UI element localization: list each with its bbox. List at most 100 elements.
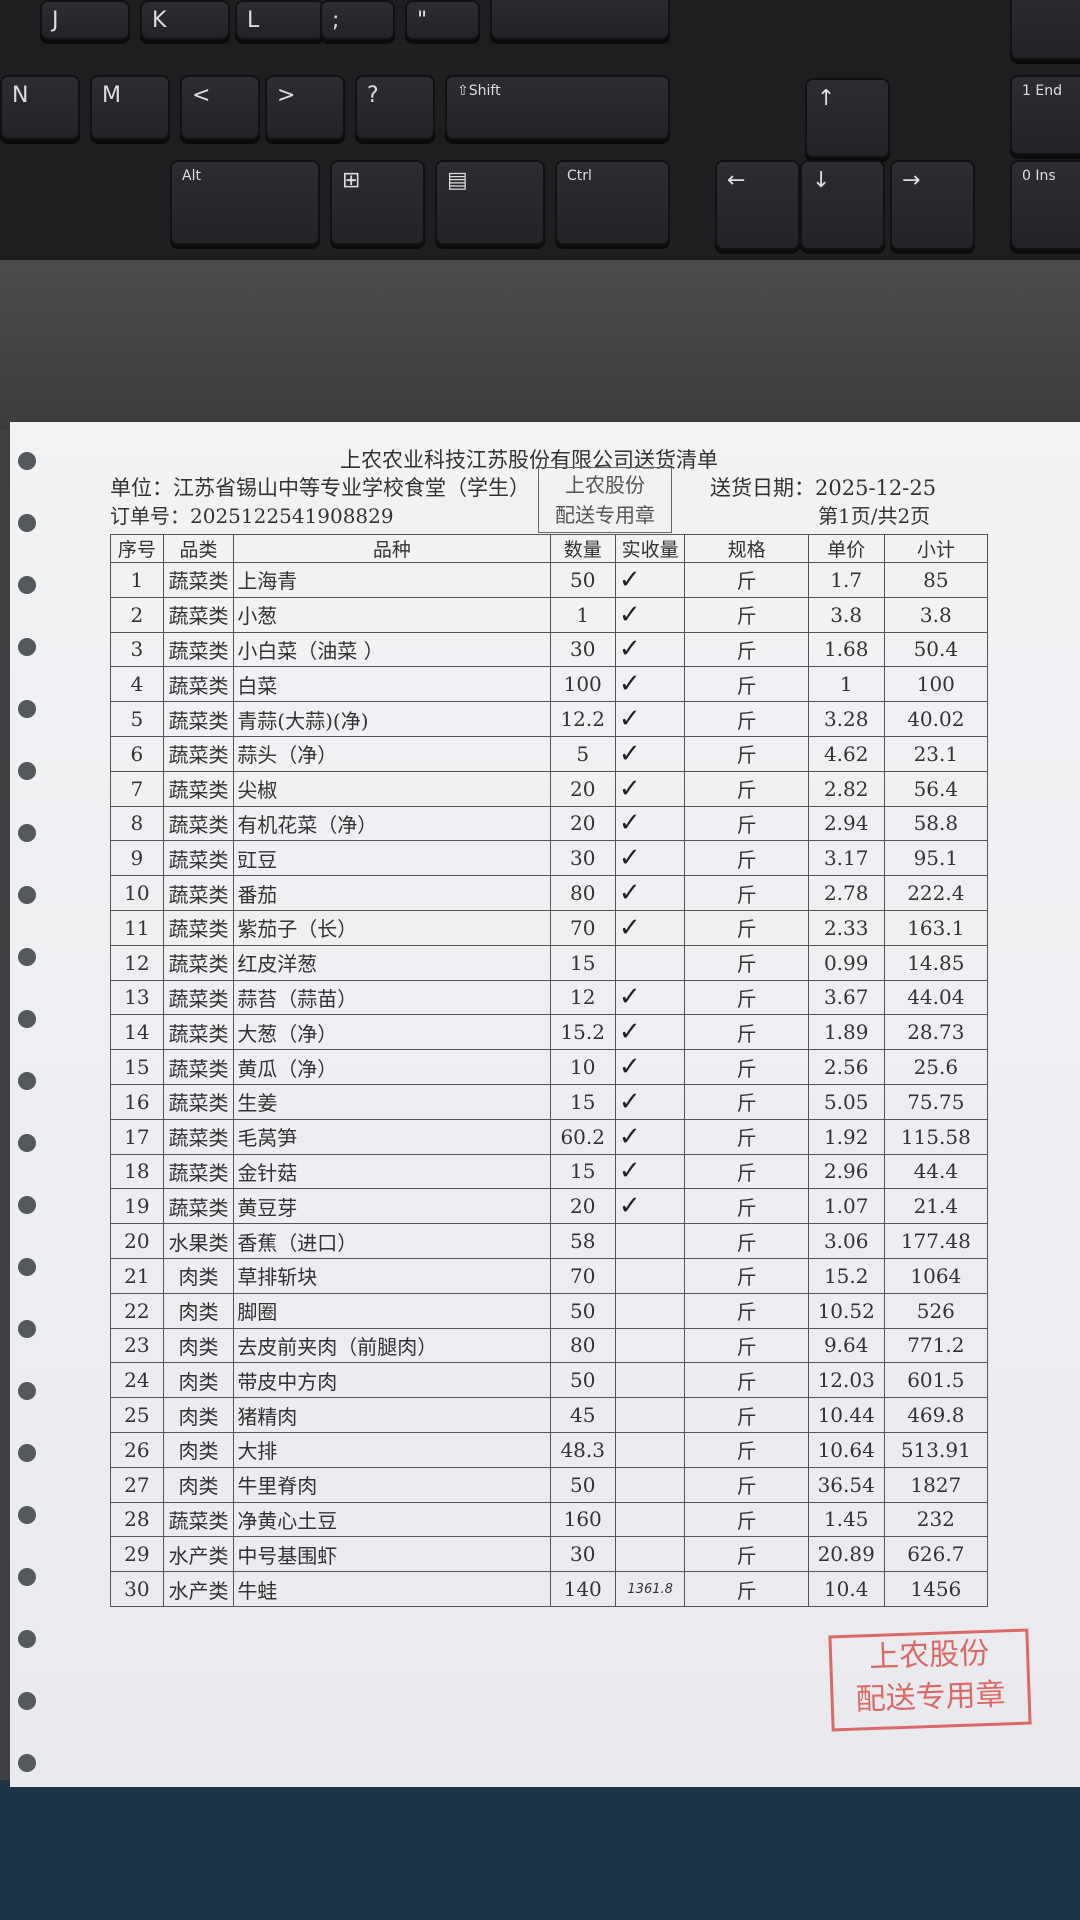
unit-price-cell: 12.03 bbox=[807, 1362, 885, 1399]
quantity-cell: 15.2 bbox=[549, 1014, 616, 1051]
checkmark-icon: ✓ bbox=[618, 1156, 641, 1187]
received-cell: ✓ bbox=[614, 631, 686, 668]
unit-cell: 斤 bbox=[684, 735, 809, 772]
subtotal-cell: 115.58 bbox=[883, 1118, 989, 1155]
item-name-cell: 紫茄子（长） bbox=[233, 909, 551, 946]
seq-cell: 1 bbox=[110, 562, 164, 598]
table-row: 29 水产类 中号基围虾 30 斤 20.89 626.7 bbox=[110, 1536, 989, 1573]
unit-price-cell: 36.54 bbox=[807, 1466, 885, 1503]
unit-price-cell: 10.4 bbox=[807, 1571, 885, 1607]
unit-cell: 斤 bbox=[684, 1397, 809, 1433]
column-header: 品类 bbox=[162, 534, 235, 563]
subtotal-cell: 40.02 bbox=[883, 701, 989, 737]
keyboard-key: Enter bbox=[490, 0, 670, 40]
seq-cell: 13 bbox=[110, 979, 164, 1016]
quantity-cell: 58 bbox=[549, 1223, 616, 1259]
category-cell: 蔬菜类 bbox=[162, 909, 235, 946]
stamp-line2: 配送专用章 bbox=[555, 503, 655, 527]
unit-price-cell: 1.89 bbox=[807, 1014, 885, 1051]
unit-price-cell: 3.17 bbox=[807, 840, 885, 877]
received-cell: ✓ bbox=[614, 1118, 686, 1155]
table-row: 25 肉类 猪精肉 45 斤 10.44 469.8 bbox=[110, 1397, 989, 1433]
keyboard-key: J bbox=[40, 0, 130, 40]
seq-cell: 14 bbox=[110, 1014, 164, 1051]
seq-cell: 26 bbox=[110, 1431, 164, 1468]
unit-cell: 斤 bbox=[684, 1014, 809, 1051]
category-cell: 肉类 bbox=[162, 1292, 235, 1329]
subtotal-cell: 601.5 bbox=[883, 1362, 989, 1399]
unit-cell: 斤 bbox=[684, 1327, 809, 1364]
table-row: 5 蔬菜类 青蒜(大蒜)(净) 12.2 ✓ 斤 3.28 40.02 bbox=[110, 701, 989, 737]
quantity-cell: 80 bbox=[549, 1327, 616, 1364]
subtotal-cell: 1827 bbox=[883, 1466, 989, 1503]
keyboard-key: Alt bbox=[170, 160, 320, 245]
subtotal-cell: 1456 bbox=[883, 1571, 989, 1607]
quantity-cell: 50 bbox=[549, 1362, 616, 1399]
subtotal-cell: 526 bbox=[883, 1292, 989, 1329]
unit-price-cell: 3.28 bbox=[807, 701, 885, 737]
checkmark-icon: ✓ bbox=[618, 1086, 641, 1117]
received-cell bbox=[614, 1257, 686, 1294]
stamp-line1: 上农股份 bbox=[565, 473, 645, 497]
unit-cell: 斤 bbox=[684, 631, 809, 668]
category-cell: 蔬菜类 bbox=[162, 770, 235, 807]
category-cell: 肉类 bbox=[162, 1362, 235, 1399]
keyboard-key: K bbox=[140, 0, 230, 40]
quantity-cell: 140 bbox=[549, 1571, 616, 1607]
seq-cell: 12 bbox=[110, 944, 164, 981]
item-name-cell: 尖椒 bbox=[233, 770, 551, 807]
item-name-cell: 草排斩块 bbox=[233, 1257, 551, 1294]
quantity-cell: 12.2 bbox=[549, 701, 616, 737]
tractor-feed-hole bbox=[18, 1444, 36, 1462]
unit-price-cell: 1.68 bbox=[807, 631, 885, 668]
table-row: 10 蔬菜类 番茄 80 ✓ 斤 2.78 222.4 bbox=[110, 875, 989, 911]
subtotal-cell: 771.2 bbox=[883, 1327, 989, 1364]
table-row: 1 蔬菜类 上海青 50 ✓ 斤 1.7 85 bbox=[110, 562, 989, 598]
quantity-cell: 5 bbox=[549, 735, 616, 772]
table-row: 18 蔬菜类 金针菇 15 ✓ 斤 2.96 44.4 bbox=[110, 1153, 989, 1190]
quantity-cell: 50 bbox=[549, 562, 616, 598]
unit-price-cell: 3.67 bbox=[807, 979, 885, 1016]
column-header: 规格 bbox=[684, 534, 809, 563]
checkmark-icon: ✓ bbox=[618, 704, 641, 735]
keyboard-key: ↑ bbox=[805, 78, 890, 158]
unit-price-cell: 5.05 bbox=[807, 1083, 885, 1120]
tractor-feed-hole bbox=[18, 1382, 36, 1400]
item-name-cell: 有机花菜（净） bbox=[233, 805, 551, 842]
unit-cell: 斤 bbox=[684, 1431, 809, 1468]
category-cell: 蔬菜类 bbox=[162, 701, 235, 737]
unit-cell: 斤 bbox=[684, 1501, 809, 1538]
category-cell: 蔬菜类 bbox=[162, 944, 235, 981]
tractor-feed-hole bbox=[18, 1258, 36, 1276]
seq-cell: 22 bbox=[110, 1292, 164, 1329]
checkmark-icon: ✓ bbox=[618, 912, 641, 943]
unit-price-cell: 1.7 bbox=[807, 562, 885, 598]
subtotal-cell: 56.4 bbox=[883, 770, 989, 807]
unit-cell: 斤 bbox=[684, 944, 809, 981]
received-cell: ✓ bbox=[614, 909, 686, 946]
subtotal-cell: 75.75 bbox=[883, 1083, 989, 1120]
unit-cell: 斤 bbox=[684, 1083, 809, 1120]
keyboard-key: ? bbox=[355, 75, 435, 140]
keyboard-key: " bbox=[405, 0, 480, 40]
received-cell bbox=[614, 1397, 686, 1433]
items-table: 序号 品类 品种 数量 实收量 规格 单价 小计 1 蔬菜类 上海青 50 ✓ 斤 1.7 85 2 蔬菜类 小葱… bbox=[110, 534, 989, 1607]
tractor-feed-hole bbox=[18, 762, 36, 780]
keyboard: JKL;"Enter NM<>?⇧Shift Alt⊞▤Ctrl ↑←↓→ 4 ← 1 E… bbox=[0, 0, 1080, 260]
seq-cell: 6 bbox=[110, 735, 164, 772]
received-cell: ✓ bbox=[614, 770, 686, 807]
unit-price-cell: 2.96 bbox=[807, 1153, 885, 1190]
category-cell: 蔬菜类 bbox=[162, 562, 235, 598]
quantity-cell: 15 bbox=[549, 1153, 616, 1190]
table-row: 9 蔬菜类 豇豆 30 ✓ 斤 3.17 95.1 bbox=[110, 840, 989, 877]
table-row: 28 蔬菜类 净黄心土豆 160 斤 1.45 232 bbox=[110, 1501, 989, 1538]
seq-cell: 21 bbox=[110, 1257, 164, 1294]
tractor-feed-hole bbox=[18, 514, 36, 532]
fabric-background bbox=[0, 1780, 1080, 1920]
tractor-feed-hole bbox=[18, 1630, 36, 1648]
unit-cell: 斤 bbox=[684, 875, 809, 911]
seq-cell: 29 bbox=[110, 1536, 164, 1573]
delivery-slip: 上农农业科技江苏股份有限公司送货清单 单位：江苏省锡山中等专业学校食堂（学生） … bbox=[10, 422, 1080, 1787]
stamp-faint: 上农股份 配送专用章 bbox=[538, 467, 672, 533]
received-cell: ✓ bbox=[614, 1153, 686, 1190]
